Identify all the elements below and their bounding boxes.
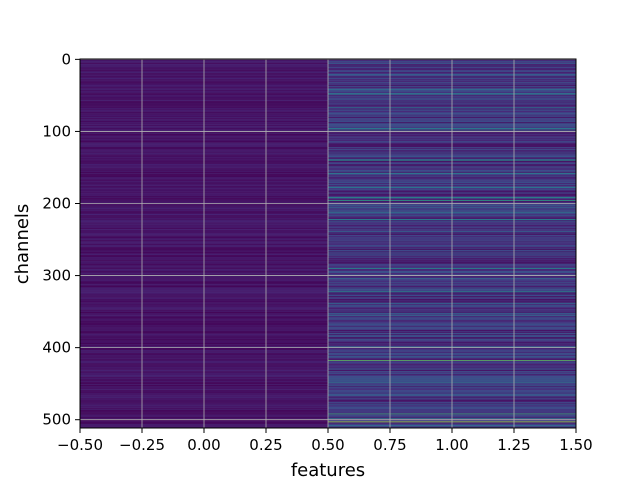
x-tick-label: 1.00 — [435, 436, 468, 454]
x-tick-label: 1.50 — [559, 436, 592, 454]
y-tick-label: 400 — [42, 339, 71, 357]
x-tick-label: −0.50 — [57, 436, 103, 454]
x-tick-label: 0.75 — [373, 436, 406, 454]
y-tick-label: 500 — [42, 411, 71, 429]
y-tick-label: 300 — [42, 267, 71, 285]
y-tick-label: 200 — [42, 195, 71, 213]
x-tick-label: 1.25 — [497, 436, 530, 454]
y-axis-label: channels — [12, 204, 33, 285]
x-tick-label: −0.25 — [119, 436, 165, 454]
y-tick-label: 0 — [61, 50, 71, 68]
x-axis-label: features — [291, 460, 365, 480]
x-tick-label: 0.50 — [311, 436, 344, 454]
x-tick-label: 0.25 — [249, 436, 282, 454]
x-axis: −0.50 −0.25 0.00 0.25 0.50 0.75 1.00 1.25 1.50 — [57, 428, 593, 454]
x-tick-label: 0.00 — [187, 436, 220, 454]
y-tick-label: 100 — [42, 122, 71, 140]
y-axis: 0 100 200 300 400 500 — [42, 50, 80, 429]
